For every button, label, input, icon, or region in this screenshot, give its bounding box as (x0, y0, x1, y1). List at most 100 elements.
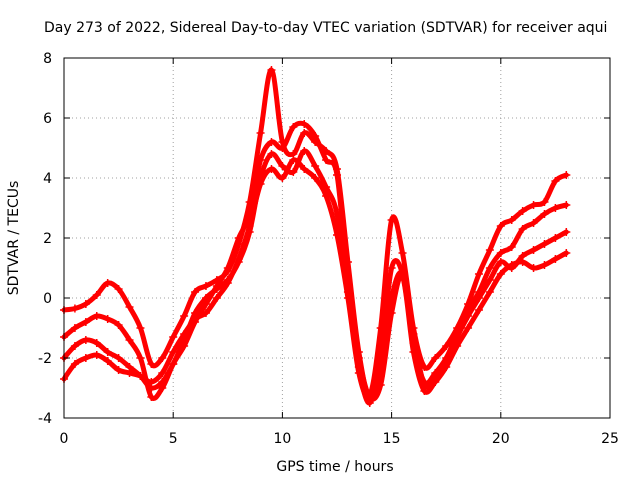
y-tick-label: 4 (43, 171, 52, 187)
axis-ticks: 0 5 10 15 20 25 -4 -2 0 2 4 6 8 (38, 51, 619, 447)
y-tick-label: 0 (43, 291, 52, 307)
series-4 (60, 156, 571, 404)
data-point-plus (70, 304, 79, 313)
data-point-plus (311, 162, 320, 170)
data-point-plus (529, 264, 538, 272)
data-point-plus (485, 288, 494, 296)
x-tick-label: 25 (601, 431, 619, 447)
data-point-plus (496, 270, 505, 278)
data-point-plus (256, 156, 265, 164)
data-point-plus (464, 324, 473, 332)
data-series (60, 66, 571, 407)
data-point-plus (300, 165, 309, 173)
data-point-plus (278, 144, 287, 152)
data-point-plus (180, 312, 189, 320)
data-point-plus (398, 249, 407, 257)
y-tick-label: 2 (43, 231, 52, 247)
data-point-plus (387, 294, 396, 302)
data-point-plus (114, 285, 123, 293)
data-point-plus (81, 318, 90, 326)
data-point-plus (212, 285, 221, 293)
data-point-plus (125, 303, 134, 311)
data-point-plus (551, 177, 560, 185)
data-point-plus (147, 360, 156, 368)
data-point-plus (70, 360, 79, 368)
data-point-plus (343, 294, 352, 302)
data-point-plus (333, 231, 341, 239)
data-point-plus (387, 216, 396, 224)
data-point-plus (147, 393, 156, 401)
data-point-plus (289, 123, 298, 131)
data-point-plus (114, 354, 123, 362)
y-tick-label: 6 (43, 111, 52, 127)
data-point-plus (474, 270, 483, 278)
data-point-plus (267, 66, 276, 74)
data-point-plus (431, 354, 440, 362)
data-point-plus (518, 207, 527, 215)
series-trace (61, 148, 569, 402)
data-point-plus (442, 342, 451, 350)
data-point-plus (125, 336, 134, 344)
data-point-plus (529, 201, 538, 209)
data-point-plus (365, 396, 374, 404)
x-tick-label: 0 (60, 431, 69, 447)
data-point-plus (322, 192, 331, 200)
data-point-plus (256, 129, 265, 137)
data-point-plus (234, 255, 243, 263)
x-tick-label: 20 (492, 431, 510, 447)
data-point-plus (300, 147, 309, 155)
data-point-plus (136, 354, 145, 362)
data-point-plus (256, 180, 265, 188)
data-point-plus (464, 312, 473, 320)
data-point-plus (103, 279, 112, 287)
data-point-plus (431, 372, 440, 380)
data-point-plus (114, 366, 123, 374)
data-point-plus (223, 279, 232, 287)
y-tick-label: -2 (38, 351, 52, 367)
data-point-plus (474, 294, 483, 302)
data-point-plus (387, 264, 396, 272)
data-point-plus (485, 276, 494, 284)
data-point-plus (485, 246, 494, 254)
data-point-plus (158, 369, 167, 377)
data-point-plus (562, 228, 571, 236)
data-point-plus (169, 333, 178, 341)
y-tick-label: -4 (38, 411, 52, 427)
data-point-plus (136, 324, 145, 332)
data-point-plus (92, 312, 101, 320)
data-point-plus (201, 309, 210, 317)
data-point-plus (278, 174, 287, 182)
data-point-plus (529, 219, 538, 227)
data-point-plus (92, 339, 101, 347)
data-point-plus (354, 369, 363, 377)
series-trace (61, 120, 569, 406)
data-point-plus (201, 282, 210, 290)
x-tick-label: 5 (169, 431, 178, 447)
x-tick-label: 15 (383, 431, 401, 447)
data-point-plus (158, 378, 167, 386)
data-point-plus (81, 354, 90, 362)
data-point-plus (212, 294, 221, 302)
data-point-plus (81, 300, 90, 308)
data-point-plus (92, 291, 101, 299)
data-point-plus (169, 348, 178, 356)
data-point-plus (300, 129, 309, 137)
data-point-plus (300, 120, 309, 128)
data-point-plus (551, 234, 560, 242)
data-point-plus (376, 372, 385, 380)
data-point-plus (278, 162, 287, 170)
data-point-plus (507, 216, 516, 224)
data-point-plus (81, 336, 90, 344)
data-point-plus (267, 138, 276, 146)
data-point-plus (191, 315, 200, 323)
data-point-plus (289, 156, 298, 164)
data-point-plus (442, 357, 451, 365)
data-point-plus (311, 174, 320, 182)
data-point-plus (540, 261, 549, 269)
data-point-plus (540, 240, 549, 248)
data-point-plus (267, 150, 276, 158)
y-axis-label: SDTVAR / TECUs (6, 181, 22, 296)
data-point-plus (496, 249, 505, 257)
data-point-plus (103, 348, 112, 356)
data-point-plus (70, 324, 79, 332)
